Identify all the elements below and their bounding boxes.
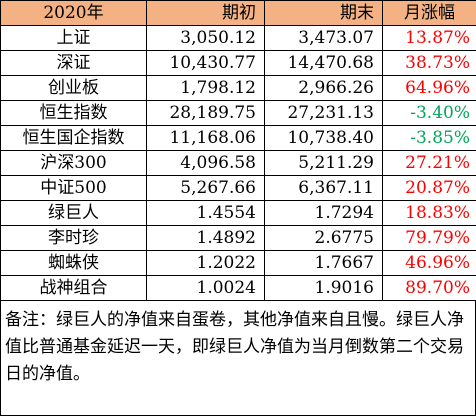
header-change: 月涨幅 <box>383 1 476 26</box>
row-name: 李时珍 <box>1 226 147 251</box>
row-end-value: 2,966.26 <box>265 76 383 101</box>
header-year: 2020年 <box>1 1 147 26</box>
row-end-value: 10,738.40 <box>265 126 383 151</box>
row-start-value: 5,267.66 <box>147 176 265 201</box>
row-name: 恒生指数 <box>1 101 147 126</box>
row-name: 上证 <box>1 26 147 51</box>
row-change: -3.85% <box>383 126 476 151</box>
row-start-value: 11,168.06 <box>147 126 265 151</box>
row-change: 18.83% <box>383 201 476 226</box>
row-change: 38.73% <box>383 51 476 76</box>
row-end-value: 14,470.68 <box>265 51 383 76</box>
footnote: 备注：绿巨人的净值来自蛋卷，其他净值来自且慢。绿巨人净值比普通基金延迟一天，即绿… <box>0 301 476 416</box>
row-name: 蜘蛛侠 <box>1 251 147 276</box>
row-start-value: 1,798.12 <box>147 76 265 101</box>
header-end: 期末 <box>265 1 383 26</box>
row-change: 46.96% <box>383 251 476 276</box>
row-end-value: 1.9016 <box>265 276 383 301</box>
row-end-value: 5,211.29 <box>265 151 383 176</box>
row-end-value: 6,367.11 <box>265 176 383 201</box>
row-change: 79.79% <box>383 226 476 251</box>
row-end-value: 1.7667 <box>265 251 383 276</box>
row-change: 89.70% <box>383 276 476 301</box>
row-end-value: 27,231.13 <box>265 101 383 126</box>
row-name: 中证500 <box>1 176 147 201</box>
row-change: -3.40% <box>383 101 476 126</box>
row-name: 沪深300 <box>1 151 147 176</box>
row-start-value: 3,050.12 <box>147 26 265 51</box>
header-start: 期初 <box>147 1 265 26</box>
row-start-value: 4,096.58 <box>147 151 265 176</box>
row-change: 20.87% <box>383 176 476 201</box>
row-change: 64.96% <box>383 76 476 101</box>
row-name: 恒生国企指数 <box>1 126 147 151</box>
row-start-value: 1.4892 <box>147 226 265 251</box>
row-name: 深证 <box>1 51 147 76</box>
header-row: 2020年 期初 期末 月涨幅 <box>1 1 476 26</box>
row-change: 27.21% <box>383 151 476 176</box>
row-start-value: 1.0024 <box>147 276 265 301</box>
row-start-value: 10,430.77 <box>147 51 265 76</box>
row-name: 战神组合 <box>1 276 147 301</box>
row-start-value: 1.2022 <box>147 251 265 276</box>
row-start-value: 28,189.75 <box>147 101 265 126</box>
row-name: 创业板 <box>1 76 147 101</box>
row-start-value: 1.4554 <box>147 201 265 226</box>
row-end-value: 3,473.07 <box>265 26 383 51</box>
row-end-value: 1.7294 <box>265 201 383 226</box>
row-change: 13.87% <box>383 26 476 51</box>
row-end-value: 2.6775 <box>265 226 383 251</box>
row-name: 绿巨人 <box>1 201 147 226</box>
